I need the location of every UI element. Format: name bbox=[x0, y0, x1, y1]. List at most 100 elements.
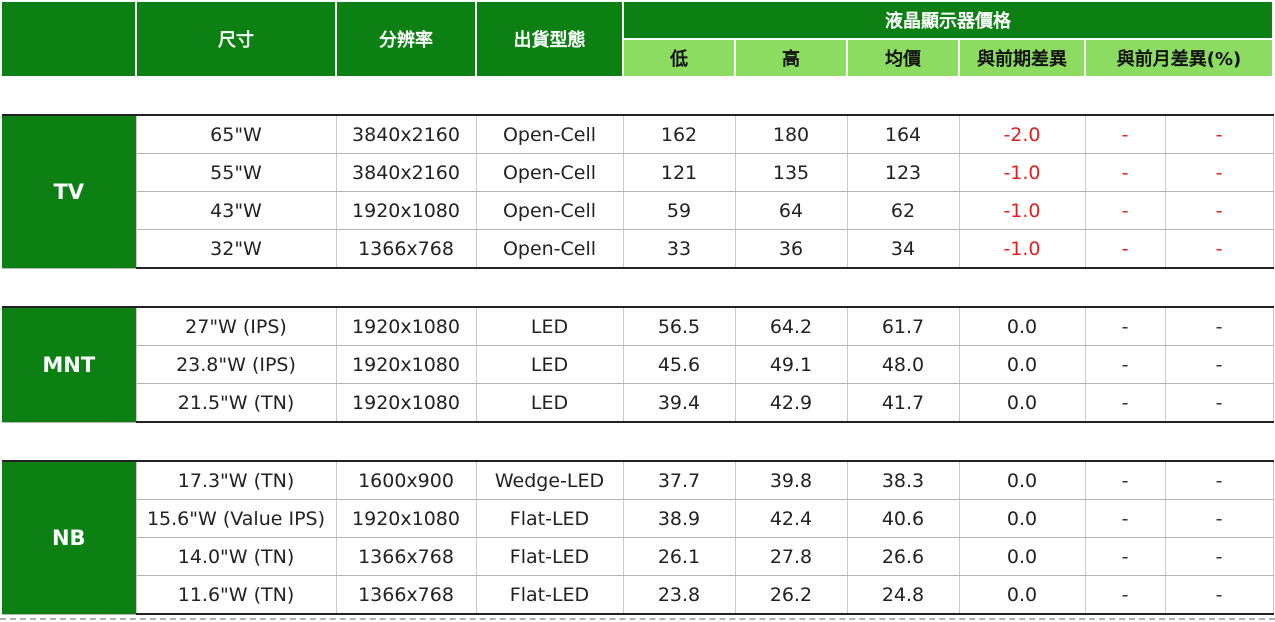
month-diff-cell-1: - bbox=[1085, 499, 1166, 538]
diff-cell: -1.0 bbox=[959, 191, 1086, 230]
month-diff-cell-2: - bbox=[1165, 229, 1274, 269]
shipping-type-cell: Wedge-LED bbox=[476, 460, 624, 500]
shipping-type-cell: Open-Cell bbox=[476, 229, 624, 269]
resolution-cell: 3840x2160 bbox=[336, 114, 477, 154]
bottom-divider bbox=[0, 618, 1275, 620]
avg-price-cell: 61.7 bbox=[847, 306, 960, 346]
month-diff-cell-1: - bbox=[1085, 153, 1166, 192]
shipping-type-cell: Open-Cell bbox=[476, 191, 624, 230]
month-diff-cell-2: - bbox=[1165, 460, 1274, 500]
avg-price-cell: 38.3 bbox=[847, 460, 960, 500]
table-row: 43"W 1920x1080 Open-Cell 59 64 62 -1.0- - bbox=[2, 191, 1274, 230]
resolution-cell: 1920x1080 bbox=[336, 306, 477, 346]
avg-price-cell: 48.0 bbox=[847, 345, 960, 384]
avg-price-cell: 123 bbox=[847, 153, 960, 192]
low-price-cell: 59 bbox=[623, 191, 736, 230]
table-row: 32"W 1366x768 Open-Cell 33 36 34 -1.0- - bbox=[2, 229, 1274, 269]
header-corner bbox=[2, 2, 137, 76]
low-price-cell: 162 bbox=[623, 114, 736, 154]
avg-price-cell: 62 bbox=[847, 191, 960, 230]
month-diff-cell-1: - bbox=[1085, 383, 1166, 423]
month-diff-cell-1: - bbox=[1085, 306, 1166, 346]
spacer-cell bbox=[2, 268, 1273, 307]
header-resolution: 分辨率 bbox=[336, 2, 477, 76]
size-cell: 11.6"W (TN) bbox=[136, 575, 337, 615]
table-row: MNT 27"W (IPS) 1920x1080 LED 56.5 64.2 61.7 0.0… bbox=[2, 306, 1274, 423]
month-diff-cell-1: - bbox=[1085, 537, 1166, 576]
spacer-cell bbox=[2, 422, 1273, 461]
high-price-cell: 49.1 bbox=[735, 345, 848, 384]
size-cell: 43"W bbox=[136, 191, 337, 230]
diff-cell: 0.0 bbox=[959, 499, 1086, 538]
shipping-type-cell: Flat-LED bbox=[476, 575, 624, 615]
resolution-cell: 3840x2160 bbox=[336, 153, 477, 192]
high-price-cell: 26.2 bbox=[735, 575, 848, 615]
low-price-cell: 121 bbox=[623, 153, 736, 192]
table-row: 21.5"W (TN) 1920x1080 LED 39.4 42.9 41.7 0.0- - bbox=[2, 383, 1274, 423]
resolution-cell: 1920x1080 bbox=[336, 191, 477, 230]
high-price-cell: 135 bbox=[735, 153, 848, 192]
size-cell: 55"W bbox=[136, 153, 337, 192]
high-price-cell: 64.2 bbox=[735, 306, 848, 346]
table-row: NB 17.3"W (TN) 1600x900 Wedge-LED 37.7 39.8 38… bbox=[2, 460, 1274, 615]
month-diff-cell-1: - bbox=[1085, 191, 1166, 230]
month-diff-cell-2: - bbox=[1165, 306, 1274, 346]
diff-cell: 0.0 bbox=[959, 306, 1086, 346]
size-cell: 65"W bbox=[136, 114, 337, 154]
group-spacer bbox=[2, 422, 1273, 461]
diff-cell: 0.0 bbox=[959, 345, 1086, 384]
diff-cell: 0.0 bbox=[959, 460, 1086, 500]
low-price-cell: 56.5 bbox=[623, 306, 736, 346]
month-diff-cell-1: - bbox=[1085, 575, 1166, 615]
high-price-cell: 64 bbox=[735, 191, 848, 230]
header-avg: 均價 bbox=[847, 39, 960, 76]
group-spacer bbox=[2, 76, 1273, 115]
resolution-cell: 1920x1080 bbox=[336, 345, 477, 384]
high-price-cell: 27.8 bbox=[735, 537, 848, 576]
high-price-cell: 39.8 bbox=[735, 460, 848, 500]
month-diff-cell-1: - bbox=[1085, 345, 1166, 384]
month-diff-cell-1: - bbox=[1085, 114, 1166, 154]
size-cell: 27"W (IPS) bbox=[136, 306, 337, 346]
low-price-cell: 45.6 bbox=[623, 345, 736, 384]
shipping-type-cell: Open-Cell bbox=[476, 114, 624, 154]
size-cell: 32"W bbox=[136, 229, 337, 269]
spacer-cell bbox=[2, 76, 1273, 115]
avg-price-cell: 40.6 bbox=[847, 499, 960, 538]
header-vs-prev-period: 與前期差異 bbox=[959, 39, 1086, 76]
size-cell: 14.0"W (TN) bbox=[136, 537, 337, 576]
size-cell: 15.6"W (Value IPS) bbox=[136, 499, 337, 538]
diff-cell: 0.0 bbox=[959, 575, 1086, 615]
shipping-type-cell: LED bbox=[476, 306, 624, 346]
shipping-type-cell: LED bbox=[476, 345, 624, 384]
size-cell: 23.8"W (IPS) bbox=[136, 345, 337, 384]
category-label: TV bbox=[2, 114, 137, 269]
month-diff-cell-2: - bbox=[1165, 114, 1274, 154]
avg-price-cell: 26.6 bbox=[847, 537, 960, 576]
size-cell: 17.3"W (TN) bbox=[136, 460, 337, 500]
low-price-cell: 37.7 bbox=[623, 460, 736, 500]
header-row-2: 低 高 均價 與前期差異 與前月差異(%) bbox=[2, 39, 1275, 76]
avg-price-cell: 34 bbox=[847, 229, 960, 269]
resolution-cell: 1600x900 bbox=[336, 460, 477, 500]
avg-price-cell: 24.8 bbox=[847, 575, 960, 615]
diff-cell: -2.0 bbox=[959, 114, 1086, 154]
table-row: 11.6"W (TN) 1366x768 Flat-LED 23.8 26.2 24.8 0… bbox=[2, 575, 1274, 615]
category-label: MNT bbox=[2, 306, 137, 423]
shipping-type-cell: Open-Cell bbox=[476, 153, 624, 192]
resolution-cell: 1920x1080 bbox=[336, 383, 477, 423]
shipping-type-cell: LED bbox=[476, 383, 624, 423]
high-price-cell: 180 bbox=[735, 114, 848, 154]
month-diff-cell-1: - bbox=[1085, 460, 1166, 500]
resolution-cell: 1366x768 bbox=[336, 229, 477, 269]
table-row: 55"W 3840x2160 Open-Cell 121 135 123 -1.0- - bbox=[2, 153, 1274, 192]
resolution-cell: 1920x1080 bbox=[336, 499, 477, 538]
table-row: 14.0"W (TN) 1366x768 Flat-LED 26.1 27.8 26.6 0… bbox=[2, 537, 1274, 576]
header-row-1: 尺寸 分辨率 出貨型態 液晶顯示器價格 bbox=[2, 2, 1275, 76]
low-price-cell: 23.8 bbox=[623, 575, 736, 615]
resolution-cell: 1366x768 bbox=[336, 537, 477, 576]
header-size: 尺寸 bbox=[136, 2, 337, 76]
header-price-group: 液晶顯示器價格 bbox=[623, 2, 1275, 40]
table-row: TV 65"W 3840x2160 Open-Cell 162 180 164 -2.0- - bbox=[2, 114, 1274, 269]
group-spacer bbox=[2, 268, 1273, 307]
